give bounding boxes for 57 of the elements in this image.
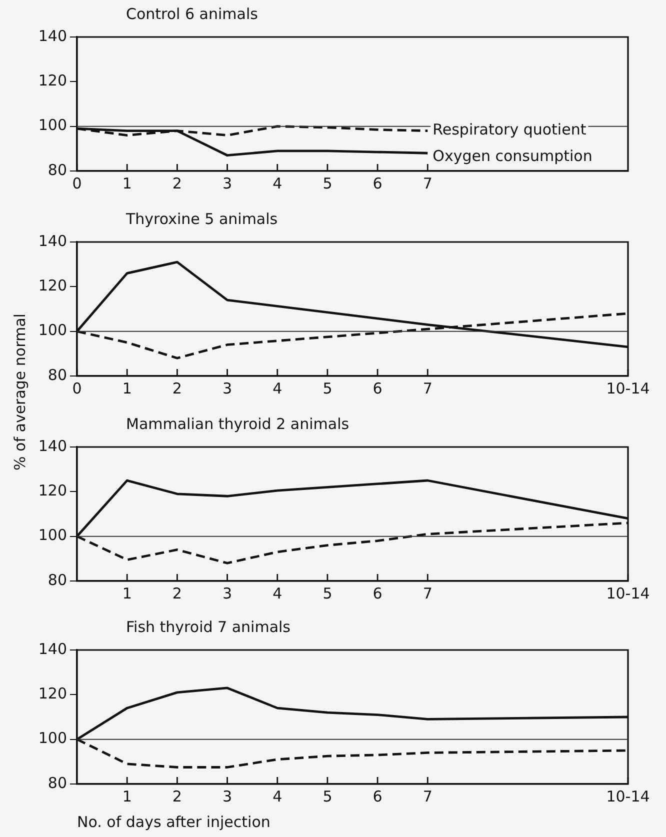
y-tick-label: 80 (48, 160, 67, 179)
x-tick-label: 6 (372, 787, 382, 806)
x-tick-label: 4 (272, 584, 282, 602)
y-tick-label: 120 (38, 684, 67, 703)
x-tick-label: 7 (422, 584, 432, 602)
x-tick-label: 4 (272, 174, 282, 192)
x-tick-label: 2 (172, 584, 182, 602)
y-tick-label: 120 (38, 72, 67, 90)
x-tick-label: 7 (422, 174, 432, 192)
y-tick-label: 80 (48, 366, 67, 384)
y-tick-label: 80 (48, 774, 67, 792)
x-tick-label: 6 (372, 174, 382, 192)
x-tick-label: 2 (172, 787, 182, 806)
x-tick-label: 10-14 (606, 787, 650, 806)
x-tick-label: 6 (372, 379, 382, 398)
x-tick-label: 3 (222, 174, 232, 192)
x-tick-label: 3 (222, 379, 232, 398)
x-axis-title: No. of days after injection (77, 812, 270, 831)
x-tick-label: 1 (122, 174, 132, 192)
x-tick-label: 1 (122, 787, 132, 806)
chart-title: Fish thyroid 7 animals (126, 618, 290, 636)
y-tick-label: 100 (38, 729, 67, 748)
y-tick-label: 100 (38, 116, 67, 134)
x-tick-label: 4 (272, 787, 282, 806)
y-tick-label: 140 (38, 26, 67, 45)
x-tick-label: 2 (172, 174, 182, 192)
x-tick-label: 5 (322, 584, 332, 602)
x-tick-label: 5 (322, 174, 332, 192)
series-label: Respiratory quotient (432, 120, 586, 139)
x-tick-label: 0 (72, 379, 82, 398)
y-tick-label: 120 (38, 276, 67, 295)
y-tick-label: 120 (38, 482, 67, 500)
y-tick-label: 140 (38, 640, 67, 658)
x-tick-label: 10-14 (606, 379, 650, 398)
x-tick-label: 3 (222, 584, 232, 602)
x-tick-label: 5 (322, 379, 332, 398)
x-tick-label: 6 (372, 584, 382, 602)
chart-title: Mammalian thyroid 2 animals (126, 415, 350, 433)
x-tick-label: 7 (422, 379, 432, 398)
x-tick-label: 0 (72, 174, 82, 192)
x-tick-label: 1 (122, 584, 132, 602)
y-tick-label: 140 (38, 436, 67, 455)
x-tick-label: 7 (422, 787, 432, 806)
x-tick-label: 5 (322, 787, 332, 806)
x-tick-label: 2 (172, 379, 182, 398)
y-axis-title: % of average normal (11, 312, 29, 472)
y-tick-label: 140 (38, 232, 67, 250)
series-label: Oxygen consumption (432, 147, 592, 166)
x-tick-label: 1 (122, 379, 132, 398)
x-tick-label: 4 (272, 379, 282, 398)
chart-title: Control 6 animals (126, 5, 258, 23)
y-tick-label: 100 (38, 321, 67, 340)
y-tick-label: 100 (38, 526, 67, 544)
y-tick-label: 80 (48, 570, 67, 589)
chart-title: Thyroxine 5 animals (126, 210, 278, 228)
x-tick-label: 10-14 (606, 584, 650, 602)
x-tick-label: 3 (222, 787, 232, 806)
